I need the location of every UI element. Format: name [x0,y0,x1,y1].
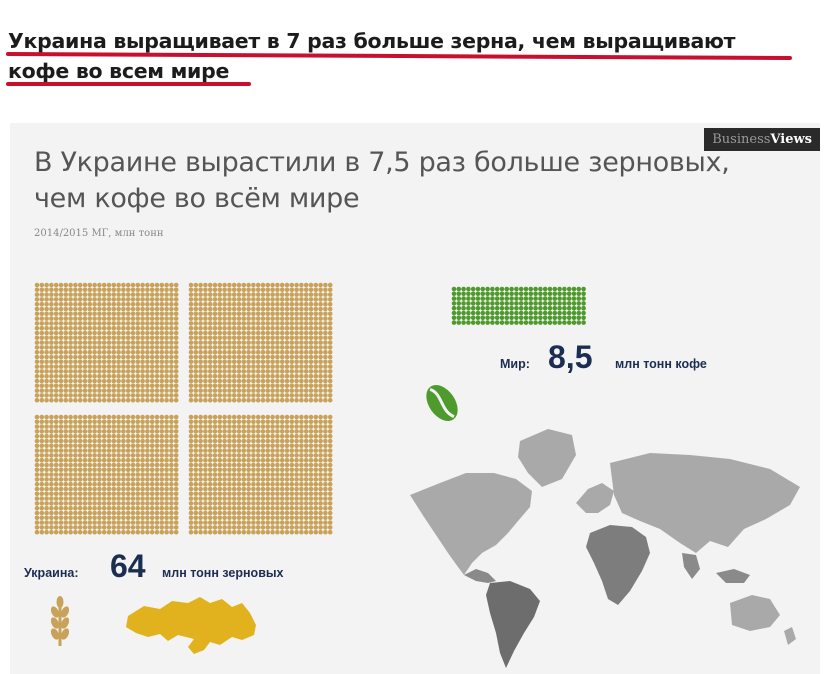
coffee-bean-icon [426,384,458,422]
grain-blocks [34,282,333,535]
ukraine-label-value: 64 [110,548,146,584]
world-label-value: 8,5 [548,339,592,375]
headline-line2: кофе во всем мире [8,59,230,83]
grain-block-1 [34,282,179,403]
infographic-panel: BusinessViews В Украине вырастили в 7,5 … [10,123,820,674]
grain-block-3 [34,414,179,535]
infographic-subtitle: 2014/2015 МГ, млн тонн [34,228,164,239]
headline-underline-2 [6,82,251,86]
world-map [410,429,800,668]
brand-part1: Business [712,132,771,147]
infographic-title: В Украине вырастили в 7,5 раз больше зер… [34,145,734,217]
wheat-icon [50,596,70,646]
pictograph-chart: Украина: 64 млн тонн зерновых Мир: 8,5 м… [24,282,800,668]
coffee-block [451,286,586,325]
coffee-dots [451,286,586,325]
world-label-unit: млн тонн кофе [615,357,707,371]
ukraine-label-name: Украина: [24,566,79,580]
ukraine-label-unit: млн тонн зерновых [162,566,284,580]
world-label-name: Мир: [500,357,530,371]
headline: Украина выращивает в 7 раз больше зерна,… [8,26,808,86]
brand-part2: Views [770,132,812,147]
ukraine-map [126,597,256,654]
title-line1: В Украине вырастили в 7,5 раз больше зер… [34,147,730,178]
grain-block-2 [188,282,333,403]
brand-logo: BusinessViews [704,128,820,151]
grain-block-4 [188,414,333,535]
title-line2: чем кофе во всём мире [34,183,360,214]
headline-line1: Украина выращивает в 7 раз больше зерна,… [8,29,736,53]
